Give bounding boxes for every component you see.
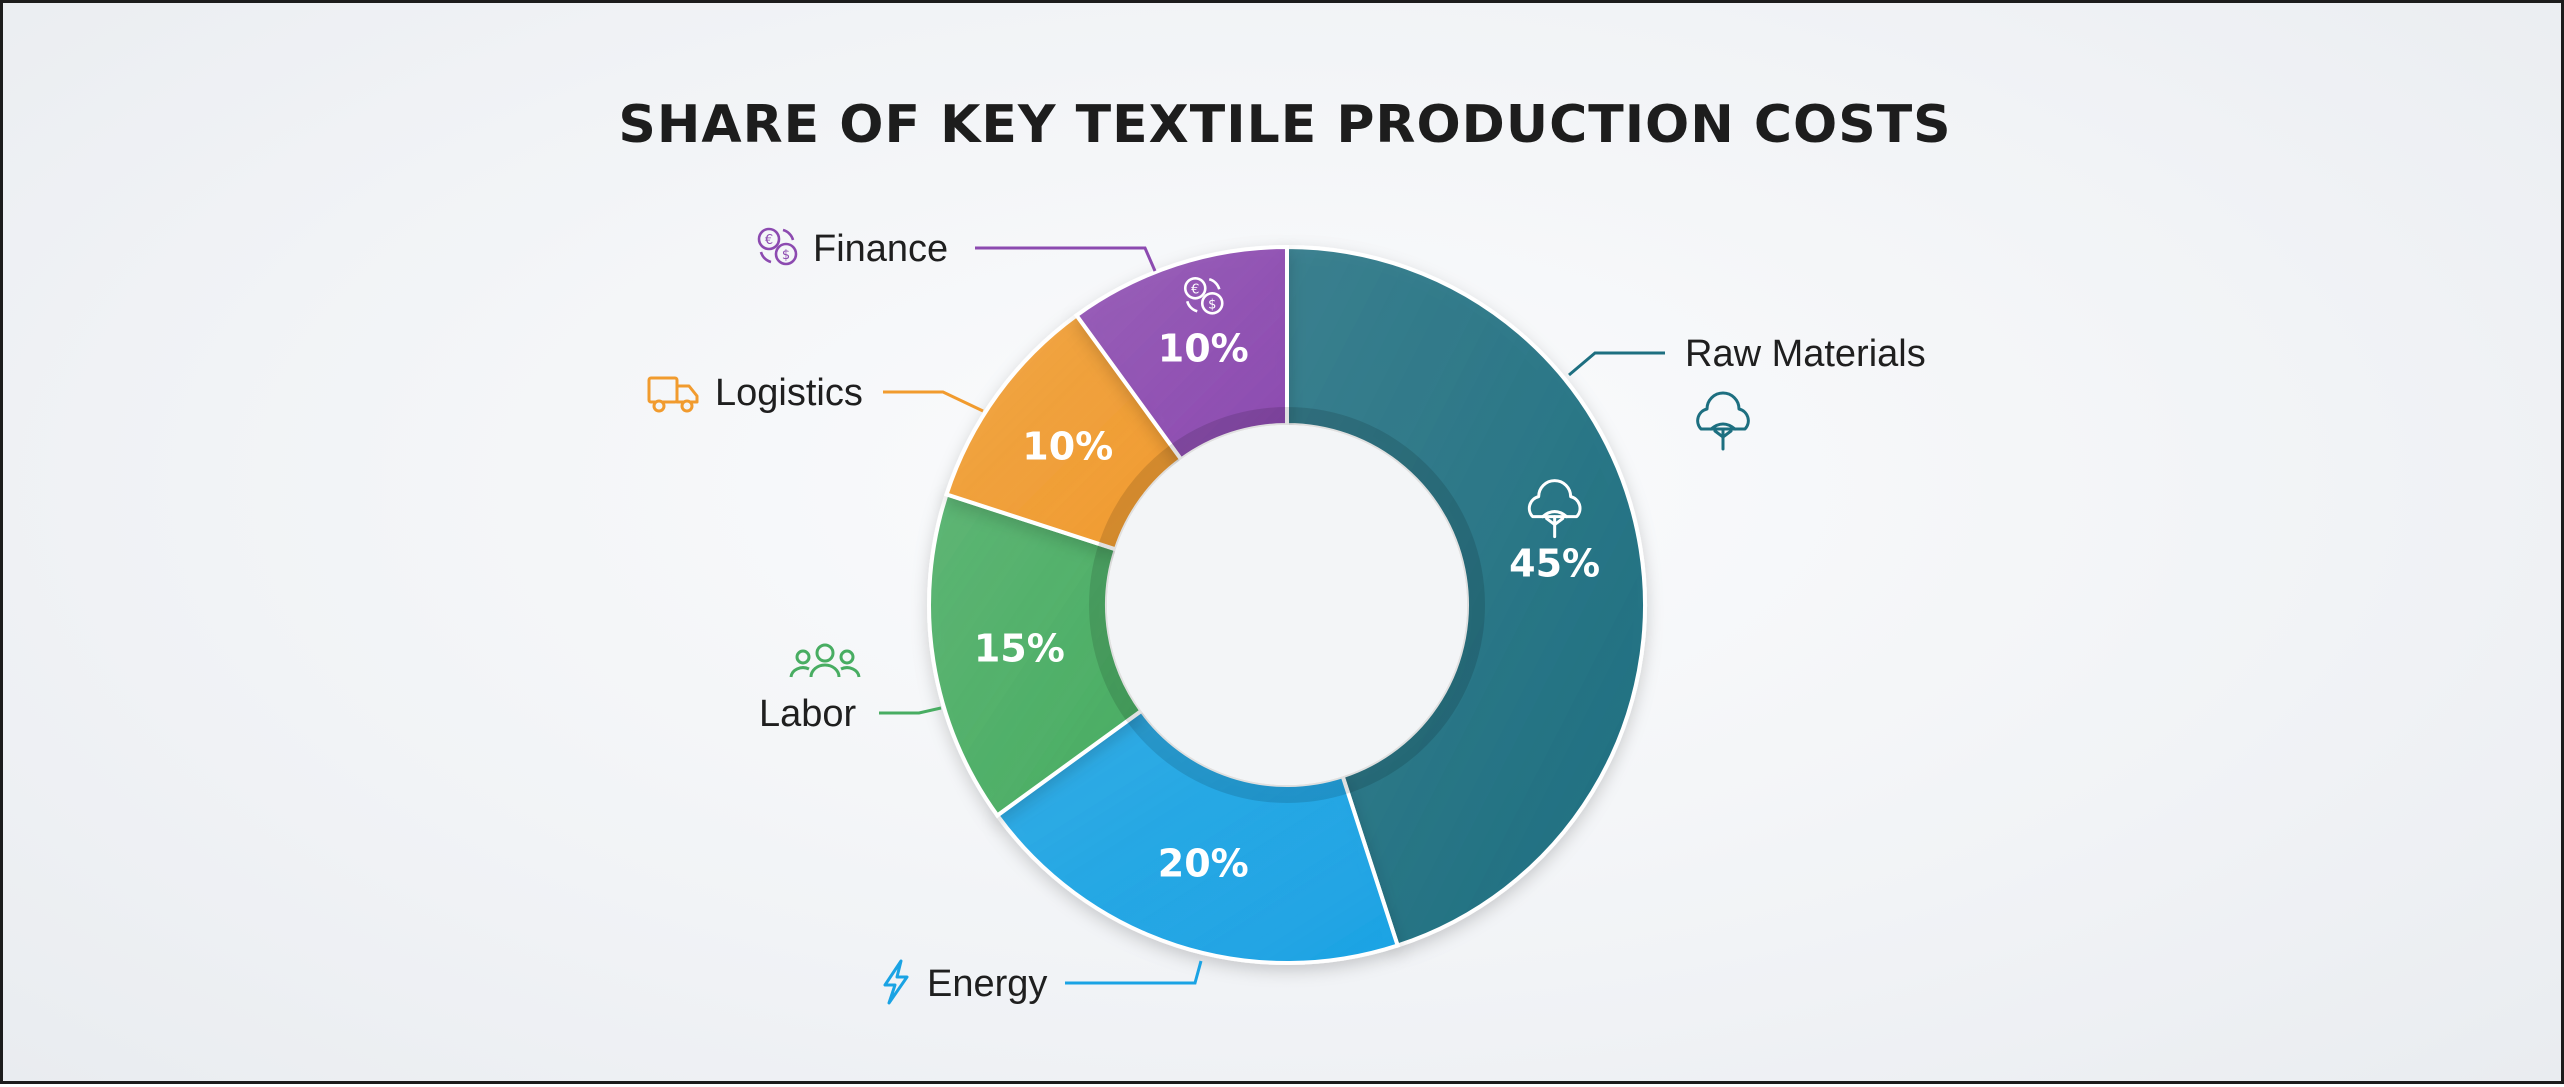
slice-cotton-boll-icon: [1527, 479, 1582, 539]
leader-line-labor: [879, 706, 942, 715]
leader-line-raw-materials: [1568, 351, 1665, 377]
lightning-bolt-icon: [883, 959, 909, 1005]
chart-title: SHARE OF KEY TEXTILE PRODUCTION COSTS: [618, 95, 1952, 155]
category-label-energy: Energy: [927, 963, 1047, 1005]
delivery-truck-icon: [647, 376, 699, 413]
people-group-icon: [789, 643, 861, 678]
currency-exchange-icon: € $: [757, 227, 798, 266]
svg-text:€: €: [1191, 282, 1199, 297]
percent-label-energy: 20%: [1158, 842, 1249, 886]
cotton-boll-icon: [1696, 391, 1750, 451]
svg-text:€: €: [765, 233, 773, 248]
svg-text:$: $: [782, 248, 790, 263]
leader-line-logistics: [883, 390, 984, 413]
category-label-logistics: Logistics: [715, 372, 863, 414]
inner-ring-shadow: [1089, 407, 1485, 803]
donut-chart: 45% 20% 15% 10% 10% € $ Raw Materials Energ…: [647, 227, 1926, 1005]
svg-text:$: $: [1208, 297, 1216, 312]
leader-line-energy: [1065, 960, 1203, 985]
percent-label-logistics: 10%: [1022, 425, 1113, 469]
donut-hole: [1107, 425, 1467, 785]
percent-label-raw-materials: 45%: [1509, 542, 1600, 586]
percent-label-labor: 15%: [974, 626, 1065, 670]
percent-label-finance: 10%: [1158, 326, 1249, 370]
category-label-raw-materials: Raw Materials: [1685, 333, 1926, 375]
slice-currency-exchange-icon: € $: [1183, 276, 1224, 315]
category-label-finance: Finance: [813, 228, 948, 270]
leader-line-finance: [975, 246, 1157, 272]
category-label-labor: Labor: [759, 693, 857, 735]
